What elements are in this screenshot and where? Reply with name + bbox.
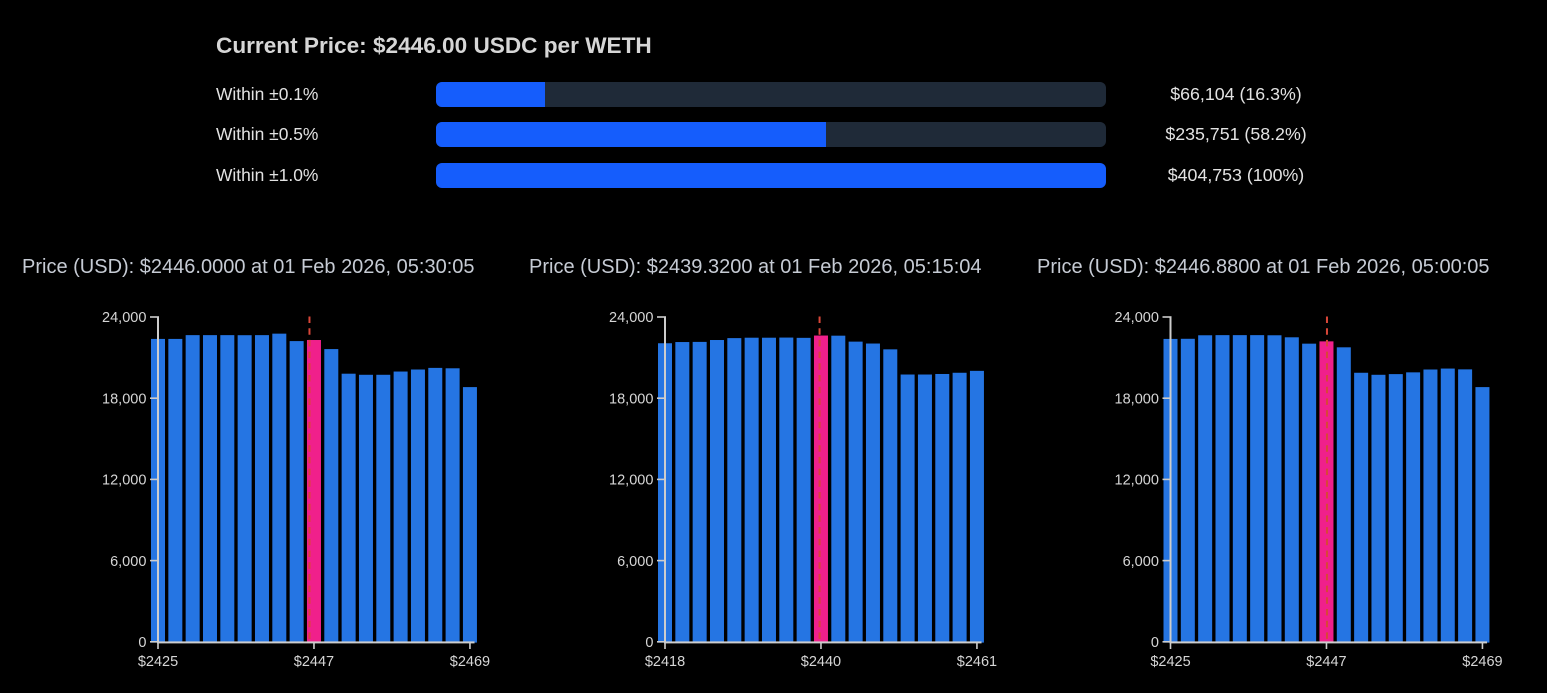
svg-text:24,000: 24,000 [1115, 310, 1159, 326]
svg-text:18,000: 18,000 [1115, 391, 1159, 407]
svg-text:12,000: 12,000 [1115, 473, 1159, 489]
svg-text:18,000: 18,000 [102, 391, 146, 407]
svg-text:18,000: 18,000 [609, 391, 653, 407]
svg-text:Price (USD): $2446.0000 at 01: Price (USD): $2446.0000 at 01 Feb 2026, … [22, 256, 475, 278]
svg-text:12,000: 12,000 [102, 473, 146, 489]
svg-text:$2425: $2425 [1150, 654, 1190, 670]
svg-text:24,000: 24,000 [102, 310, 146, 326]
svg-text:$2440: $2440 [801, 654, 841, 670]
svg-text:Price (USD): $2439.3200 at 01: Price (USD): $2439.3200 at 01 Feb 2026, … [529, 256, 982, 278]
svg-text:$2418: $2418 [645, 654, 685, 670]
svg-text:$2425: $2425 [138, 654, 178, 670]
svg-text:$2447: $2447 [1306, 654, 1346, 670]
svg-text:6,000: 6,000 [617, 554, 653, 570]
svg-text:0: 0 [1151, 635, 1159, 651]
svg-text:12,000: 12,000 [609, 473, 653, 489]
svg-text:6,000: 6,000 [1123, 554, 1159, 570]
svg-text:$2469: $2469 [450, 654, 490, 670]
svg-text:$2461: $2461 [957, 654, 997, 670]
svg-text:Price (USD): $2446.8800 at 01: Price (USD): $2446.8800 at 01 Feb 2026, … [1037, 256, 1490, 278]
svg-text:0: 0 [138, 635, 146, 651]
svg-text:24,000: 24,000 [609, 310, 653, 326]
svg-text:$2469: $2469 [1462, 654, 1502, 670]
svg-text:0: 0 [645, 635, 653, 651]
svg-text:$2447: $2447 [294, 654, 334, 670]
svg-text:6,000: 6,000 [110, 554, 146, 570]
